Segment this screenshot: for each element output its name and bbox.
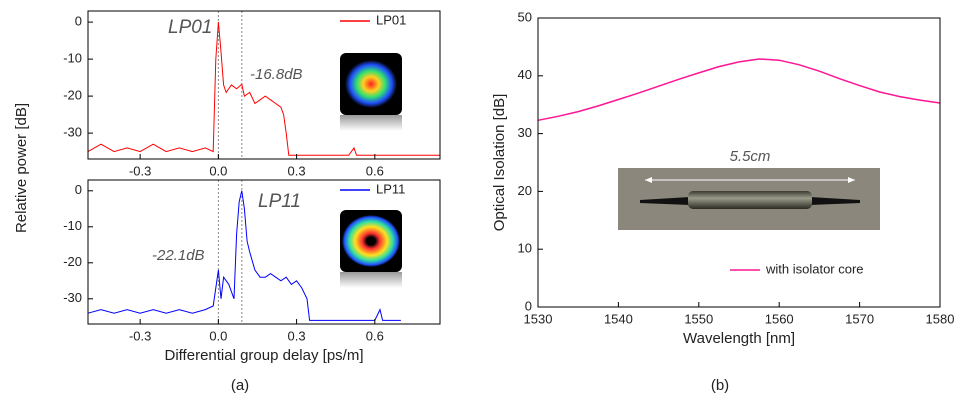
y-tick-label: 50 [518, 9, 532, 24]
y-tick-label: -30 [63, 125, 82, 140]
x-tick-label: -0.3 [129, 163, 151, 178]
y-tick-label: 40 [518, 67, 532, 82]
x-tick-label: 1570 [845, 311, 874, 326]
annotation: 5.5cm [730, 148, 771, 165]
x-tick-label: 1540 [604, 311, 633, 326]
legend-label: with isolator core [765, 261, 864, 276]
axes-frame [87, 10, 441, 160]
mode-image-lp11 [340, 210, 402, 288]
x-tick-label: 0.3 [288, 328, 306, 343]
y-tick-label: 0 [75, 14, 82, 29]
x-tick-label: 0.6 [366, 328, 384, 343]
panel-label: (b) [711, 377, 729, 394]
x-tick-label: 0.0 [209, 163, 227, 178]
x-tick-label: 1560 [765, 311, 794, 326]
panel-label: (a) [231, 377, 249, 394]
data-line [87, 190, 401, 321]
legend-label: LP01 [376, 12, 406, 27]
x-tick-label: 1530 [524, 311, 553, 326]
mode-image-lp01 [340, 53, 402, 131]
y-tick-label: -30 [63, 290, 82, 305]
axes-frame [537, 17, 941, 308]
x-axis-label: Differential group delay [ps/m] [165, 347, 364, 364]
x-tick-label: 0.0 [209, 328, 227, 343]
y-axis-label: Relative power [dB] [13, 103, 30, 233]
annotation: LP11 [258, 191, 301, 212]
y-tick-label: 0 [75, 182, 82, 197]
y-tick-label: -20 [63, 88, 82, 103]
x-tick-label: 1550 [684, 311, 713, 326]
y-tick-label: -20 [63, 254, 82, 269]
data-line [87, 22, 440, 156]
y-tick-label: 10 [518, 241, 532, 256]
fiber-photo [618, 168, 880, 230]
y-tick-label: -10 [63, 218, 82, 233]
y-tick-label: -10 [63, 51, 82, 66]
y-axis-label: Optical Isolation [dB] [491, 94, 508, 232]
y-tick-label: 0 [525, 298, 532, 313]
x-tick-label: -0.3 [129, 328, 151, 343]
x-axis-label: Wavelength [nm] [683, 330, 795, 347]
annotation: -22.1dB [152, 247, 205, 264]
data-line [537, 58, 941, 122]
x-tick-label: 1580 [926, 311, 955, 326]
annotation: -16.8dB [250, 66, 303, 83]
x-tick-label: 0.3 [288, 163, 306, 178]
x-tick-label: 0.6 [366, 163, 384, 178]
legend-label: LP11 [376, 181, 405, 196]
y-tick-label: 20 [518, 183, 532, 198]
y-tick-label: 30 [518, 125, 532, 140]
axes-frame [87, 179, 441, 325]
annotation: LP01 [168, 17, 212, 38]
